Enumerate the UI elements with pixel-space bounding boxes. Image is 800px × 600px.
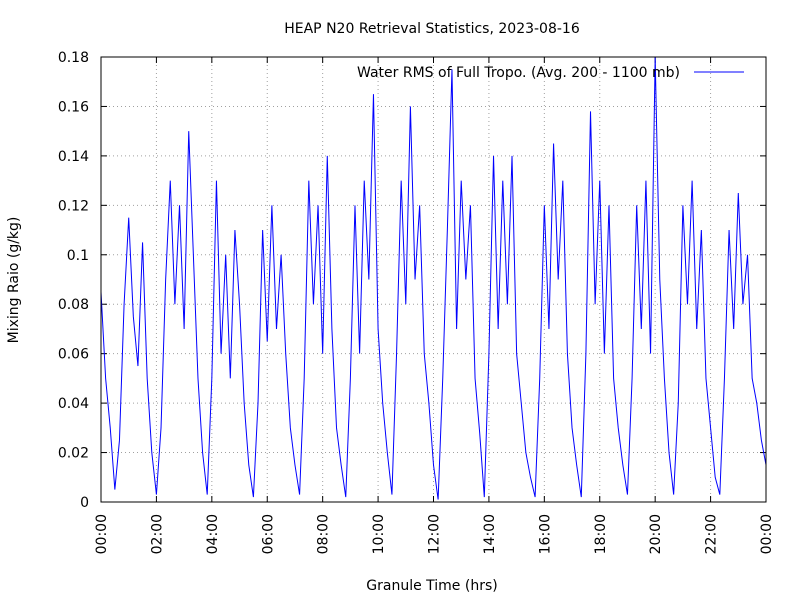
- y-tick-label: 0.1: [67, 248, 89, 264]
- x-tick-label: 00:00: [759, 514, 775, 554]
- x-tick-label: 22:00: [704, 514, 720, 554]
- y-tick-label: 0.02: [58, 446, 89, 462]
- y-tick-label: 0: [80, 495, 89, 511]
- x-axis-label: Granule Time (hrs): [366, 578, 497, 594]
- x-tick-label: 00:00: [94, 514, 110, 554]
- y-tick-label: 0.18: [58, 50, 89, 66]
- x-tick-label: 04:00: [205, 514, 221, 554]
- y-axis-label: Mixing Raio (g/kg): [6, 217, 22, 344]
- y-tick-label: 0.12: [58, 198, 89, 214]
- x-tick-label: 06:00: [260, 514, 276, 554]
- y-tick-label: 0.16: [58, 99, 89, 115]
- x-tick-label: 12:00: [427, 514, 443, 554]
- plot-border: [100, 56, 767, 503]
- x-tick-label: 14:00: [482, 514, 498, 554]
- y-tick-label: 0.04: [58, 396, 89, 412]
- x-tick-label: 10:00: [371, 514, 387, 554]
- x-tick-label: 02:00: [149, 514, 165, 554]
- y-tick-label: 0.06: [58, 347, 89, 363]
- legend-label: Water RMS of Full Tropo. (Avg. 200 - 110…: [357, 65, 680, 81]
- y-tick-label: 0.14: [58, 149, 89, 165]
- x-tick-label: 20:00: [648, 514, 664, 554]
- x-tick-label: 18:00: [593, 514, 609, 554]
- x-tick-label: 16:00: [537, 514, 553, 554]
- chart-title: HEAP N20 Retrieval Statistics, 2023-08-1…: [284, 21, 580, 37]
- y-tick-label: 0.08: [58, 297, 89, 313]
- x-tick-label: 08:00: [316, 514, 332, 554]
